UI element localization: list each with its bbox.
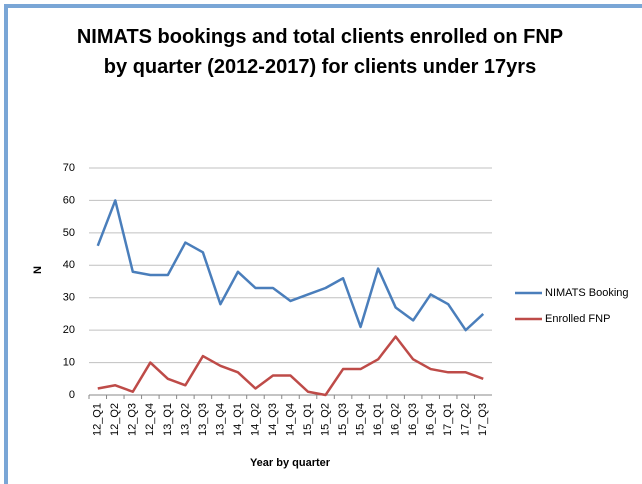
x-tick-label: 14_Q4 — [284, 403, 296, 436]
x-tick-label: 12_Q3 — [127, 403, 139, 436]
y-tick-label: 50 — [63, 227, 75, 239]
y-tick-label: 20 — [63, 324, 75, 336]
y-tick-label: 60 — [63, 194, 75, 206]
x-tick-label: 16_Q4 — [425, 403, 437, 436]
x-tick-label: 13_Q2 — [179, 403, 191, 436]
x-tick-label: 15_Q2 — [319, 403, 331, 436]
series-line — [97, 335, 484, 397]
series-line — [96, 199, 485, 332]
x-tick-label: 15_Q4 — [354, 403, 366, 436]
y-tick-label: 0 — [69, 389, 75, 401]
x-tick-label: 16_Q1 — [372, 403, 384, 436]
x-tick-label: 14_Q1 — [232, 403, 244, 436]
y-tick-label: 10 — [63, 356, 75, 368]
x-tick-label: 12_Q1 — [92, 403, 104, 436]
y-axis-label: N — [32, 266, 44, 274]
y-tick-label: 30 — [63, 292, 75, 304]
x-tick-label: 13_Q1 — [162, 403, 174, 436]
x-tick-label: 15_Q3 — [337, 403, 349, 436]
x-tick-label: 13_Q4 — [214, 403, 226, 436]
x-tick-label: 16_Q3 — [407, 403, 419, 436]
x-tick-label: 17_Q2 — [460, 403, 472, 436]
frame — [4, 4, 642, 484]
y-tick-label: 40 — [63, 259, 75, 271]
x-tick-label: 15_Q1 — [302, 403, 314, 436]
x-tick-label: 16_Q2 — [390, 403, 402, 436]
x-tick-label: 14_Q3 — [267, 403, 279, 436]
x-axis-label: Year by quarter — [250, 457, 331, 469]
legend-label: Enrolled FNP — [545, 313, 610, 325]
legend-label: NIMATS Booking — [545, 287, 629, 299]
x-tick-label: 13_Q3 — [197, 403, 209, 436]
x-tick-label: 12_Q4 — [144, 403, 156, 436]
y-tick-label: 70 — [63, 162, 75, 174]
chart-title: NIMATS bookings and total clients enroll… — [76, 26, 564, 78]
x-tick-label: 14_Q2 — [249, 403, 261, 436]
x-tick-label: 17_Q3 — [477, 403, 489, 436]
x-tick-label: 17_Q1 — [442, 403, 454, 436]
x-tick-label: 12_Q2 — [109, 403, 121, 436]
